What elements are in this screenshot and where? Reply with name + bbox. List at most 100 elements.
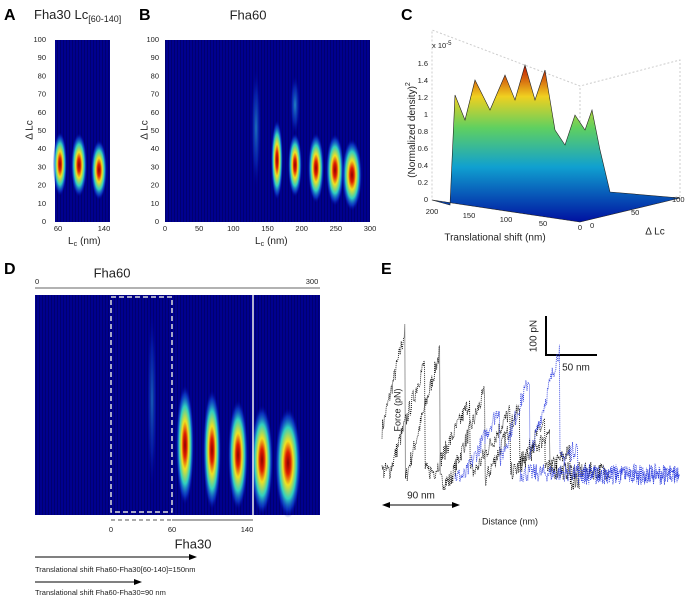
force-trace	[454, 344, 680, 486]
z-tick-label: 1.6	[418, 59, 428, 68]
panel-label: D	[4, 261, 16, 278]
window-dashed	[110, 296, 173, 513]
panel-label: B	[139, 7, 151, 24]
x-tick-label: 60	[54, 224, 62, 233]
y-tick-label: 20	[151, 181, 159, 190]
z-tick-label: 1.4	[418, 76, 428, 85]
z-tick-label: 0	[424, 195, 428, 204]
exponent: x 10-5	[432, 41, 452, 50]
heatmap-peak	[251, 405, 273, 515]
x-axis-label: Lc (nm)	[68, 236, 101, 248]
heatmap-peak	[342, 139, 362, 211]
heatmap-peak	[288, 133, 302, 197]
heatmap-peak	[271, 120, 283, 200]
x-tick-label: 50	[195, 224, 203, 233]
x-tick-label: 50	[539, 219, 547, 228]
bottom-tick-label: 0	[109, 525, 113, 534]
y-tick-label: 70	[38, 90, 46, 99]
arrow-head	[134, 579, 142, 585]
heatmap-peak	[251, 68, 261, 188]
heatmap-peak	[290, 75, 300, 135]
heatmap-peak	[308, 133, 324, 203]
x-axis-label: Translational shift (nm)	[444, 233, 545, 244]
arrow-head	[382, 502, 390, 508]
heatmap-peak	[326, 134, 344, 206]
y-tick-label: 0	[155, 217, 159, 226]
panel-label: E	[381, 261, 392, 278]
heatmap	[35, 295, 320, 515]
panel-label: A	[4, 7, 16, 24]
y-axis-label: Δ Lc	[140, 120, 151, 139]
x-tick-label: 150	[261, 224, 274, 233]
panel-c: C x 10-5 (Normalized density)2 Translati…	[401, 7, 681, 244]
x-tick-label: 300	[364, 224, 377, 233]
y-tick-label: 60	[38, 108, 46, 117]
panel-label: C	[401, 7, 413, 24]
x-label-unit: (nm)	[267, 236, 288, 247]
x-tick-label: 100	[500, 215, 513, 224]
arrow-head	[452, 502, 460, 508]
y-tick-label: 100	[672, 195, 685, 204]
scale-bar	[545, 316, 597, 356]
x-tick-label: 250	[330, 224, 343, 233]
heatmap-peak	[71, 133, 87, 197]
y-axis-label: Δ Lc	[645, 227, 664, 238]
panel-title: Fha60	[230, 7, 267, 22]
x-tick-label: 100	[227, 224, 240, 233]
y-tick-label: 100	[146, 35, 159, 44]
z-label-text: (Normalized density)	[407, 86, 418, 178]
y-axis-label: Force (pN)	[392, 388, 402, 431]
z-axis-label: (Normalized density)2	[405, 82, 418, 178]
z-tick-label: 0.4	[418, 161, 428, 170]
bottom-tick-label: 60	[168, 525, 176, 534]
panel-d: D Fha60 Fha30 Translational shift Fha60-…	[4, 261, 320, 597]
top-tick-label: 300	[306, 277, 319, 286]
shift-label: 90 nm	[407, 491, 435, 502]
surface	[431, 63, 681, 223]
z-tick-label: 0.6	[418, 144, 428, 153]
y-tick-label: 0	[42, 217, 46, 226]
shift-text: Translational shift Fha60-Fha30[60-140]=…	[35, 565, 195, 574]
y-tick-label: 40	[151, 144, 159, 153]
y-tick-label: 60	[151, 108, 159, 117]
top-tick-label: 0	[35, 277, 39, 286]
title-sub: [60-140]	[88, 14, 121, 24]
z-tick-label: 0.2	[418, 178, 428, 187]
bottom-title: Fha30	[175, 536, 212, 551]
y-tick-label: 70	[151, 90, 159, 99]
x-tick-label: 200	[295, 224, 308, 233]
panel-e: E 100 pN 50 nm Force (pN) 90 nm Distance…	[381, 261, 680, 526]
x-axis-label: Distance (nm)	[482, 516, 538, 526]
y-tick-label: 20	[38, 181, 46, 190]
y-tick-label: 90	[38, 53, 46, 62]
exponent-sup: -5	[446, 41, 452, 47]
y-tick-label: 100	[33, 35, 46, 44]
force-trace	[381, 323, 580, 491]
x-tick-label: 200	[426, 207, 439, 216]
y-tick-label: 10	[38, 199, 46, 208]
x-tick-label: 150	[463, 211, 476, 220]
x-label-sub: c	[261, 241, 265, 248]
scale-force: 100 pN	[529, 320, 540, 352]
heatmap-peak	[147, 310, 157, 490]
scale-distance: 50 nm	[562, 363, 590, 374]
bottom-tick-label: 140	[241, 525, 254, 534]
heatmap-peak	[203, 390, 221, 510]
y-tick-label: 80	[38, 71, 46, 80]
panel-b: B Fha60 Δ Lc Lc (nm)	[139, 7, 370, 248]
panel-a: A Fha30 Lc[60-140] Δ Lc Lc (nm)	[4, 7, 121, 248]
x-axis-label: Lc (nm)	[255, 236, 288, 248]
y-tick-label: 30	[38, 162, 46, 171]
x-tick-label: 0	[163, 224, 167, 233]
force-trace	[381, 360, 610, 481]
heatmap-peak	[91, 140, 107, 200]
heatmap-peak	[228, 400, 248, 510]
y-tick-label: 90	[151, 53, 159, 62]
y-tick-label: 50	[151, 126, 159, 135]
exponent-text: x 10	[432, 41, 446, 50]
heatmap-peak	[53, 132, 67, 196]
y-tick-label: 0	[590, 221, 594, 230]
z-tick-label: 1.2	[418, 93, 428, 102]
z-tick-label: 1	[424, 110, 428, 119]
